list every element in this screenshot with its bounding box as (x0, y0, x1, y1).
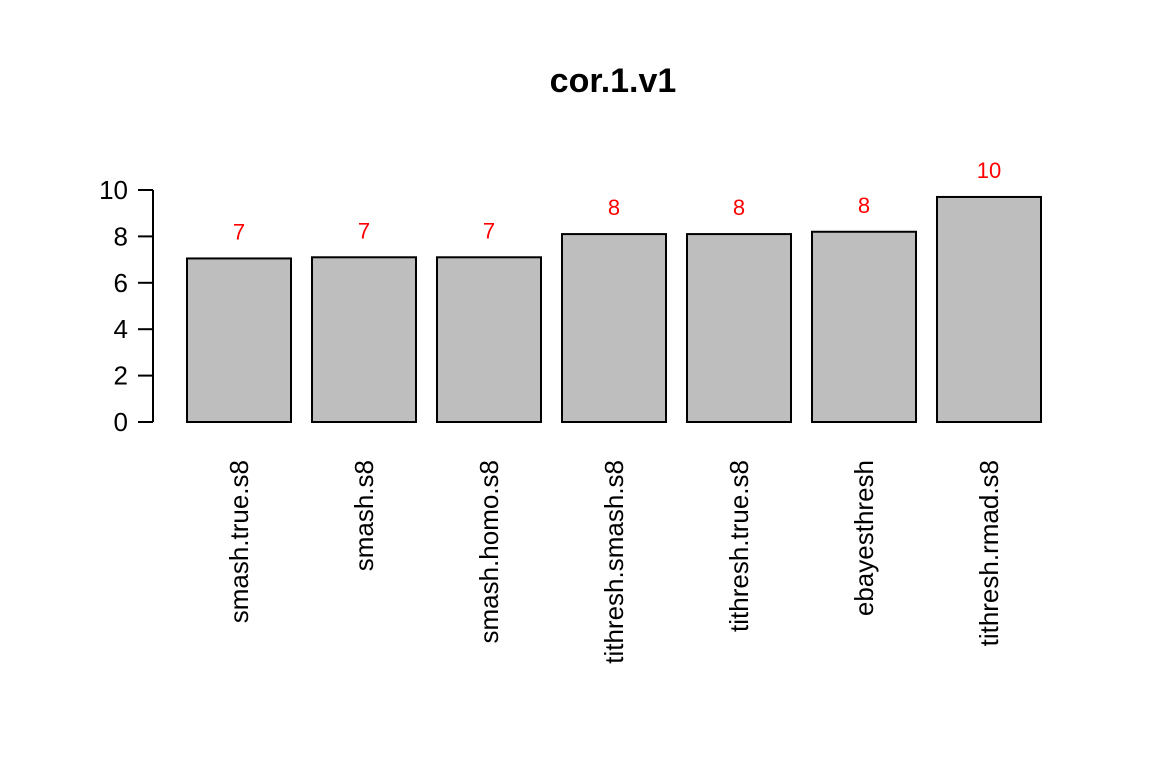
bar-data-label: 7 (483, 218, 495, 243)
category-labels-group: smash.true.s8 smash.s8 smash.homo.s8 tithre… (224, 460, 1004, 664)
data-labels-group: 7 7 7 8 8 8 10 (233, 158, 1001, 244)
bar-data-label: 8 (858, 193, 870, 218)
y-tick-label: 8 (114, 221, 128, 251)
y-tick-label: 2 (114, 361, 128, 391)
category-label: tithresh.true.s8 (724, 460, 754, 632)
y-tick-label: 10 (99, 175, 128, 205)
y-tick-label: 6 (114, 268, 128, 298)
bar (311, 256, 417, 423)
bar (436, 256, 542, 423)
category-label: tithresh.smash.s8 (599, 460, 629, 664)
y-tick-label: 4 (114, 314, 128, 344)
bar-data-label: 8 (733, 195, 745, 220)
bar (686, 233, 792, 423)
bar-data-label: 7 (358, 218, 370, 243)
chart-title: cor.1.v1 (550, 62, 677, 100)
bar-data-label: 8 (608, 195, 620, 220)
bars-group (186, 195, 1042, 423)
category-label: ebayesthresh (849, 460, 879, 616)
bar-data-label: 10 (977, 158, 1001, 183)
category-label: tithresh.rmad.s8 (974, 460, 1004, 646)
bar-data-label: 7 (233, 219, 245, 244)
y-axis: 0 2 4 6 8 10 (99, 175, 154, 437)
y-tick-label: 0 (114, 407, 128, 437)
bar (561, 233, 667, 423)
bar (936, 195, 1042, 423)
bar (186, 257, 292, 423)
category-label: smash.homo.s8 (474, 460, 504, 644)
category-label: smash.true.s8 (224, 460, 254, 623)
bar (811, 230, 917, 423)
category-label: smash.s8 (349, 460, 379, 571)
